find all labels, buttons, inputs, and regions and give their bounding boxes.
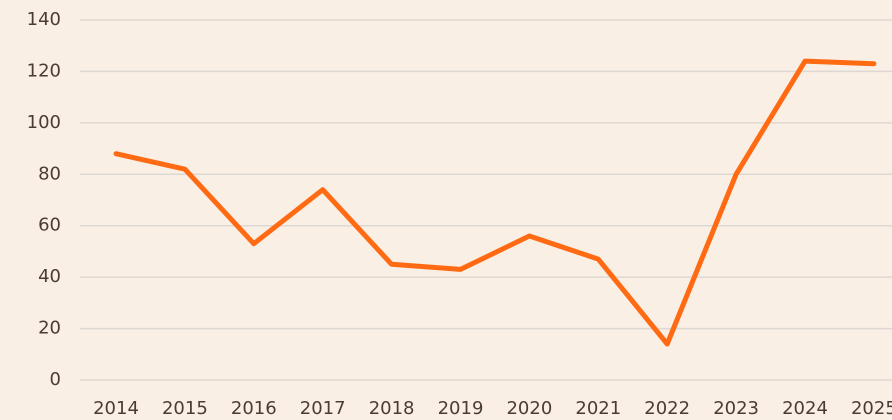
x-tick-label: 2023 — [713, 398, 759, 419]
y-tick-label: 60 — [38, 215, 61, 236]
x-tick-label: 2022 — [644, 398, 690, 419]
x-tick-label: 2021 — [575, 398, 621, 419]
line — [113, 58, 877, 347]
x-tick-label: 2017 — [300, 398, 346, 419]
x-tick-label: 2019 — [438, 398, 484, 419]
y-tick-label: 20 — [38, 318, 61, 339]
y-tick-label: 80 — [38, 163, 61, 184]
y-tick-label: 100 — [27, 112, 61, 133]
x-tick-label: 2018 — [369, 398, 415, 419]
y-tick-label: 140 — [27, 9, 61, 30]
x-tick-label: 2014 — [93, 398, 139, 419]
x-tick-label: 2016 — [231, 398, 277, 419]
y-tick-label: 120 — [27, 60, 61, 81]
x-tick-label: 2015 — [162, 398, 208, 419]
x-tick-label: 2025 — [851, 398, 892, 419]
y-tick-label: 0 — [50, 369, 61, 390]
x-tick-label: 2020 — [506, 398, 552, 419]
y-tick-label: 40 — [38, 266, 61, 287]
x-tick-label: 2024 — [782, 398, 828, 419]
